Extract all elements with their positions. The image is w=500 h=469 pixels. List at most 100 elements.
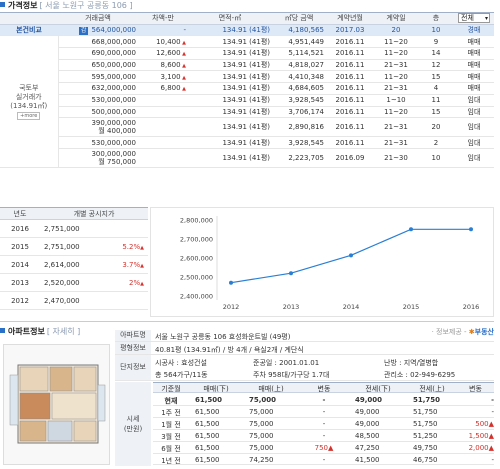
apt-detail-link[interactable]: [ 자세히 ] — [46, 327, 81, 336]
per-m2-cell: 4,818,027 — [272, 59, 326, 72]
market-cell-s-lo: 61,500 — [195, 396, 223, 404]
annual-row: 2016 2,751,000 — [0, 219, 148, 238]
amount: 564,000,000 — [91, 25, 136, 34]
market-cell-j-hi: 51,750 — [413, 396, 441, 404]
diff: 6,800 — [160, 84, 181, 93]
more-button[interactable]: +more — [17, 111, 41, 120]
up-arrow-icon: ▲ — [140, 262, 144, 269]
y-tick-label: 2,800,000 — [180, 217, 213, 225]
area-cell: 134.91 (41평) — [188, 70, 272, 84]
market-cell-j-lo: 47,250 — [355, 443, 380, 452]
market-cell-s-hi: 75,000 — [249, 396, 277, 404]
diff-cell — [138, 94, 188, 107]
floor-cell: 14 — [418, 47, 454, 60]
diff: - — [183, 26, 186, 35]
th-empty — [0, 12, 58, 25]
bullet-icon — [0, 328, 5, 333]
per-m2-cell: 2,890,816 — [272, 117, 326, 138]
ym-cell: 2016.11 — [326, 35, 374, 49]
pct-value: 5.2% — [122, 242, 141, 251]
th-land-price: 개별 공시지가 — [40, 207, 148, 220]
floor-cell: 20 — [418, 117, 454, 138]
price-table: 거래금액 차액-만 면적-㎡ ㎡당 금액 계약년월 계약일 층 전체 ▾ 본건비교… — [0, 12, 494, 168]
diff-cell: 12,600 ▲ — [138, 47, 188, 60]
floor-cell: 2 — [418, 136, 454, 149]
market-cell-s-hi: 75,000 — [249, 431, 274, 440]
x-tick-label: 2013 — [283, 303, 300, 311]
type-filter-select[interactable]: 전체 ▾ — [458, 13, 490, 24]
per-m2-cell: 4,410,348 — [272, 70, 326, 84]
market-cell-s-lo: 61,500 — [195, 407, 220, 416]
th-per-m2: ㎡당 금액 — [272, 12, 326, 25]
market-header: 기준월 — [161, 385, 181, 393]
diff: 12,600 — [156, 49, 181, 58]
market-cell-j-hi: 51,750 — [413, 419, 438, 428]
market-header: 전세(上) — [419, 385, 445, 393]
diff-cell: 6,800 ▲ — [138, 82, 188, 95]
market-cell-j-lo: 48,500 — [355, 431, 380, 440]
bullet-icon — [0, 2, 5, 7]
annual-row: 2014 2,614,000 3.7%▲ — [0, 255, 148, 274]
provider-text: · 정보제공 - — [431, 328, 467, 336]
molit-label: 국토부 실거래가 — [15, 83, 42, 101]
apt-office: 관리소 : 02-949-6295 — [384, 371, 456, 379]
area-cell: 134.91 (41평) — [188, 106, 272, 119]
market-cell-s-hi: 75,000 — [249, 407, 274, 416]
molit-area: (134.91㎡) — [10, 101, 48, 110]
floor-cell: 15 — [418, 106, 454, 119]
per-m2-cell: 3,928,545 — [272, 94, 326, 107]
market-row-divider — [153, 464, 494, 466]
land-price-cell: 2,470,000 — [40, 291, 106, 310]
amount: 300,000,000 — [91, 149, 136, 158]
type-cell: 임대 — [454, 106, 494, 119]
market-cell-m: 1년 전 — [161, 456, 181, 465]
market-header: 변동 — [469, 385, 482, 393]
market-header: 전세(下) — [365, 385, 391, 393]
apt-type-label: 평형정보 — [115, 342, 151, 354]
pct-cell — [106, 291, 148, 310]
diff: 3,100 — [160, 72, 181, 81]
diff-cell: 8,600 ▲ — [138, 59, 188, 72]
market-cell-j-hi: 51,750 — [413, 407, 438, 416]
market-cell-s-lo: 61,500 — [195, 455, 220, 464]
apt-title-text: 아파트정보 — [8, 327, 45, 336]
floor-cell: 9 — [418, 35, 454, 49]
th-day: 계약일 — [374, 12, 418, 25]
apt-name-label: 아파트명 — [115, 330, 151, 341]
year-cell: 2014 — [0, 255, 40, 274]
pct-value: 2% — [129, 278, 141, 287]
type-cell: 매매 — [454, 47, 494, 60]
amount-cell: 595,000,000 — [58, 70, 138, 84]
market-cell-s-lo: 61,500 — [195, 443, 220, 452]
market-cell-j-lo: 41,500 — [355, 455, 380, 464]
type-cell: 매매 — [454, 70, 494, 84]
type-cell: 임대 — [454, 94, 494, 107]
market-header: 변동 — [317, 385, 331, 393]
compare-label: 본건비교 — [0, 24, 58, 37]
diff-cell: 3,100 ▲ — [138, 70, 188, 84]
ym-cell: 2016.11 — [326, 94, 374, 107]
market-cell-s-lo: 61,500 — [195, 419, 220, 428]
price-row: 본건비교 감 564,000,000-134.91 (41평) 4,180,565 20… — [0, 24, 494, 37]
amount-cell: 390,000,000 월 400,000 — [58, 117, 138, 138]
amount-cell: 감 564,000,000 — [58, 24, 138, 37]
filter-value: 전체 — [461, 14, 474, 23]
price-row: 300,000,000 월 750,000 134.91 (41평) 2,223,70… — [0, 148, 494, 168]
apt-completed: 준공일 : 2001.01.01 — [253, 359, 320, 367]
th-ym: 계약년월 — [326, 12, 374, 25]
amount-cell: 530,000,000 — [58, 136, 138, 149]
diff-cell — [138, 136, 188, 149]
up-arrow-icon: ▲ — [180, 51, 186, 58]
market-cell-m: 현재 — [164, 397, 178, 405]
market-cell-s-hi: 75,000 — [249, 443, 274, 452]
apt-complex-label: 단지정보 — [115, 355, 151, 380]
price-title-text: 가격정보 — [8, 1, 38, 10]
price-row: 500,000,000 134.91 (41평) 3,706,174 2016.11 1… — [0, 106, 494, 119]
data-point — [349, 253, 353, 258]
amount-cell: 690,000,000 — [58, 47, 138, 60]
apt-parking: 주차 958대/가구당 1.7대 — [253, 371, 330, 379]
diff-cell: 10,400 ▲ — [138, 35, 188, 49]
area-cell: 134.91 (41평) — [188, 35, 272, 49]
floor-cell: 12 — [418, 59, 454, 72]
price-row: 390,000,000 월 400,000 134.91 (41평) 2,890,81… — [0, 117, 494, 138]
